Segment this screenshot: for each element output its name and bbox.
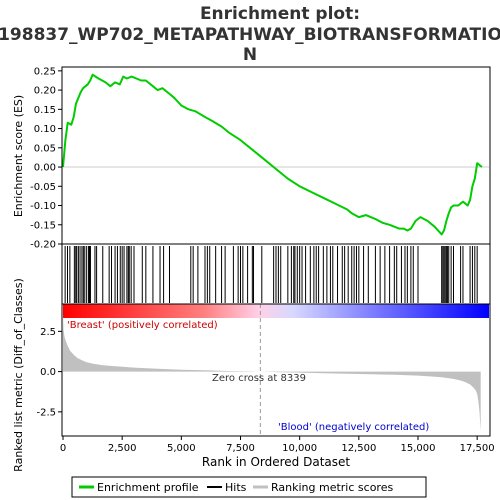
ranking-metric-area bbox=[63, 313, 481, 432]
x-tick-label: 5,000 bbox=[167, 443, 196, 454]
hits-panel bbox=[61, 243, 491, 318]
es-profile-line bbox=[62, 73, 483, 236]
es-y-tick-label: 0.15 bbox=[34, 105, 56, 116]
ranked-panel-frame bbox=[61, 303, 491, 437]
chart-title-line-3: N bbox=[243, 45, 257, 65]
x-tick-label: 15,000 bbox=[401, 443, 436, 454]
x-tick-label: 7,500 bbox=[226, 443, 255, 454]
es-y-axis-ticks: 0.25 0.20 0.15 0.10 0.05 0.00 -0.05 -0.10 -0.15 -… bbox=[30, 66, 62, 251]
phenotype-color-bar bbox=[63, 304, 489, 318]
es-y-tick-label: 0.20 bbox=[34, 86, 56, 97]
ranked-y-axis-label: Ranked list metric (Diff_of_Classes) bbox=[12, 278, 25, 472]
es-y-tick-label: -0.05 bbox=[30, 182, 56, 193]
x-tick-label: 2,500 bbox=[108, 443, 137, 454]
legend-ranking-label: Ranking metric scores bbox=[271, 481, 393, 494]
ranked-y-tick-label: 0.0 bbox=[40, 367, 56, 378]
es-y-tick-label: -0.20 bbox=[30, 240, 56, 251]
x-tick-label: 10,000 bbox=[282, 443, 317, 454]
es-y-axis-label: Enrichment score (ES) bbox=[12, 95, 25, 217]
ranked-y-axis-ticks: 2.5 0.0 -2.5 bbox=[36, 327, 62, 418]
es-y-tick-label: 0.10 bbox=[34, 124, 56, 135]
breast-positive-label: 'Breast' (positively correlated) bbox=[67, 320, 218, 331]
x-tick-label: 0 bbox=[60, 443, 66, 454]
es-panel-frame bbox=[61, 66, 491, 245]
ranked-panel-frame-bg bbox=[62, 318, 490, 436]
legend-hits-label: Hits bbox=[225, 481, 247, 494]
zero-cross-label: Zero cross at 8339 bbox=[212, 373, 306, 384]
legend-box bbox=[71, 476, 427, 498]
es-y-tick-label: -0.15 bbox=[30, 220, 56, 231]
ranked-y-tick-label: -2.5 bbox=[36, 407, 56, 418]
es-panel: 0.25 0.20 0.15 0.10 0.05 0.00 -0.05 -0.10 -0.15 -… bbox=[12, 66, 491, 251]
es-y-tick-label: 0.00 bbox=[34, 163, 56, 174]
x-axis-label: Rank in Ordered Dataset bbox=[202, 455, 350, 469]
es-y-tick-label: 0.25 bbox=[34, 66, 56, 77]
chart-title-line-1: Enrichment plot: bbox=[200, 4, 360, 24]
es-y-tick-label: 0.05 bbox=[34, 143, 56, 154]
legend: Enrichment profile Hits Ranking metric s… bbox=[71, 476, 427, 498]
ranked-metric-panel: 2.5 0.0 -2.5 'Breast' (positively correlat… bbox=[12, 278, 491, 472]
chart-title-line-2: 198837_WP702_METAPATHWAY_BIOTRANSFORMATI… bbox=[0, 25, 500, 45]
x-axis-ticks: 0 2,500 5,000 7,500 10,000 12,500 15,000 17,500 bbox=[60, 436, 495, 454]
es-y-tick-label: -0.10 bbox=[30, 201, 56, 212]
x-tick-label: 17,500 bbox=[460, 443, 495, 454]
legend-enrichment-label: Enrichment profile bbox=[97, 481, 199, 494]
blood-negative-label: 'Blood' (negatively correlated) bbox=[278, 422, 429, 433]
hit-marks bbox=[64, 246, 478, 303]
ranked-y-tick-label: 2.5 bbox=[40, 327, 56, 338]
x-tick-label: 12,500 bbox=[341, 443, 376, 454]
